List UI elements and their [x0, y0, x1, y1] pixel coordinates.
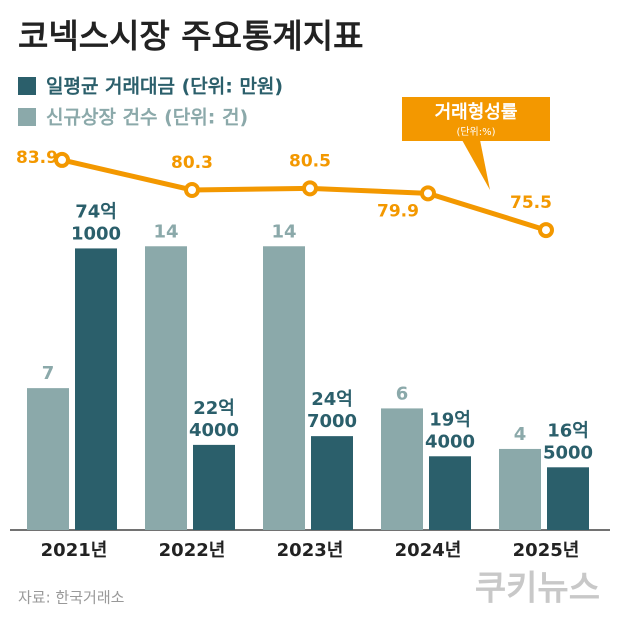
data-label: 19억 — [429, 409, 471, 430]
legend-swatch — [18, 108, 36, 126]
bar — [429, 456, 471, 530]
data-label: 4 — [514, 424, 527, 445]
data-label: 16억 — [547, 420, 589, 441]
data-label: 80.5 — [289, 151, 331, 171]
bar — [27, 388, 69, 530]
x-tick-label: 2025년 — [513, 540, 580, 561]
callout-title: 거래형성률 — [435, 102, 518, 123]
bar — [145, 246, 187, 530]
data-label: 6 — [396, 383, 409, 404]
bar — [263, 246, 305, 530]
line-point — [184, 181, 200, 198]
data-label: 75.5 — [510, 193, 552, 213]
x-tick-label: 2021년 — [41, 540, 108, 561]
bar — [75, 248, 117, 531]
data-label: 7000 — [307, 411, 357, 432]
line-point — [420, 185, 436, 202]
data-label: 24억 — [311, 389, 353, 410]
bar — [499, 448, 541, 530]
data-label: 74억 — [75, 201, 117, 222]
legend-swatch — [18, 77, 36, 95]
line-point — [538, 222, 554, 239]
source: 자료: 한국거래소 — [18, 589, 125, 607]
bar — [193, 444, 235, 530]
data-label: 14 — [271, 221, 296, 242]
bar — [547, 467, 589, 530]
data-label: 1000 — [71, 223, 121, 244]
callout-box — [402, 97, 550, 141]
bar — [311, 436, 353, 530]
legend-label: 신규상장 건수 (단위: 건) — [46, 107, 248, 129]
watermark: 쿠키뉴스 — [475, 569, 600, 609]
data-label: 7 — [42, 363, 55, 384]
callout-unit: (단위:%) — [456, 125, 495, 138]
data-label: 14 — [153, 221, 178, 242]
line-point — [54, 151, 70, 168]
bar — [381, 408, 423, 530]
data-label: 79.9 — [377, 201, 419, 221]
line-point — [302, 180, 318, 197]
data-label: 83.9 — [16, 148, 58, 168]
data-label: 80.3 — [171, 153, 213, 173]
data-label: 4000 — [189, 420, 239, 441]
x-tick-label: 2023년 — [277, 540, 344, 561]
data-label: 5000 — [543, 442, 593, 463]
chart-title: 코넥스시장 주요통계지표 — [18, 17, 363, 56]
callout-pointer — [462, 140, 490, 190]
data-label: 22억 — [193, 398, 235, 419]
x-tick-label: 2022년 — [159, 540, 226, 561]
x-tick-label: 2024년 — [395, 540, 462, 561]
legend-label: 일평균 거래대금 (단위: 만원) — [46, 76, 283, 98]
data-label: 4000 — [425, 431, 475, 452]
